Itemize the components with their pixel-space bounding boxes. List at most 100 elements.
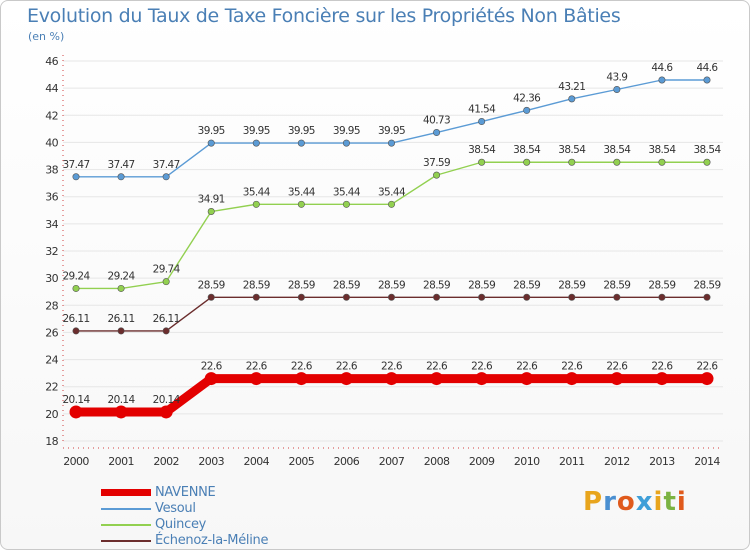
chart-title: Evolution du Taux de Taxe Foncière sur l… (27, 5, 621, 27)
data-point (159, 405, 173, 419)
data-point (204, 372, 218, 386)
data-point (249, 372, 263, 386)
data-label: 39.95 (243, 125, 270, 137)
data-label: 44.6 (651, 62, 673, 74)
data-point (252, 139, 260, 147)
data-point (339, 372, 353, 386)
data-point (162, 173, 170, 181)
data-label: 29.74 (153, 264, 181, 276)
y-tick-label: 24 (45, 354, 58, 367)
data-point (207, 293, 215, 301)
data-point (565, 372, 579, 386)
x-tick-label: 2009 (469, 455, 495, 468)
y-tick-label: 18 (45, 435, 58, 448)
x-tick-label: 2013 (649, 455, 675, 468)
data-point (703, 293, 711, 301)
data-point (658, 76, 666, 84)
legend-swatch-quincey (101, 524, 151, 526)
data-label: 39.95 (333, 125, 360, 137)
data-point (69, 405, 83, 419)
data-label: 42.36 (513, 92, 541, 104)
data-label: 26.11 (62, 313, 89, 325)
data-label: 26.11 (153, 313, 180, 325)
data-point (613, 86, 621, 94)
data-point (162, 327, 170, 335)
data-point (478, 158, 486, 166)
data-label: 35.44 (243, 186, 271, 198)
data-label: 22.6 (471, 361, 493, 373)
y-tick-label: 44 (45, 82, 58, 95)
data-label: 22.6 (201, 361, 223, 373)
y-tick-label: 28 (45, 299, 58, 312)
data-label: 29.24 (108, 270, 136, 282)
x-tick-label: 2014 (694, 455, 720, 468)
legend-label: Échenoz-la-Méline (155, 533, 269, 548)
brand-letter: o (616, 487, 636, 517)
data-label: 28.59 (513, 279, 540, 291)
y-tick-label: 32 (45, 245, 58, 258)
data-point (117, 327, 125, 335)
data-point (430, 372, 444, 386)
data-point (568, 95, 576, 103)
y-tick-label: 46 (45, 55, 58, 68)
y-tick-label: 36 (45, 191, 58, 204)
data-label: 38.54 (468, 144, 496, 156)
data-point (207, 139, 215, 147)
legend-label: NAVENNE (155, 485, 216, 500)
data-point (613, 158, 621, 166)
brand-letter: i (676, 487, 687, 517)
data-label: 37.59 (423, 157, 450, 169)
x-tick-label: 2008 (424, 455, 450, 468)
x-tick-label: 2002 (153, 455, 179, 468)
data-point (703, 76, 711, 84)
data-label: 26.11 (108, 313, 135, 325)
legend-swatch-vesoul (101, 508, 151, 510)
data-label: 28.59 (468, 279, 495, 291)
data-label: 20.14 (62, 394, 90, 406)
data-point (342, 293, 350, 301)
legend-label: Quincey (155, 517, 207, 532)
data-point (207, 208, 215, 216)
data-point (658, 158, 666, 166)
y-tick-label: 30 (45, 272, 58, 285)
legend-swatch-echenoz (101, 540, 151, 542)
data-point (387, 139, 395, 147)
data-point (72, 327, 80, 335)
data-point (72, 173, 80, 181)
x-tick-label: 2004 (243, 455, 269, 468)
data-point (520, 372, 534, 386)
brand-letter: i (653, 487, 664, 517)
data-point (523, 106, 531, 114)
data-point (387, 293, 395, 301)
data-label: 28.59 (558, 279, 585, 291)
data-label: 39.95 (378, 125, 405, 137)
data-point (294, 372, 308, 386)
data-label: 34.91 (198, 194, 225, 206)
data-label: 41.54 (468, 104, 496, 116)
brand-letter: P (583, 487, 604, 517)
data-label: 40.73 (423, 115, 450, 127)
data-point (297, 200, 305, 208)
y-tick-label: 26 (45, 326, 58, 339)
x-tick-label: 2011 (559, 455, 585, 468)
x-tick-label: 2001 (108, 455, 134, 468)
data-label: 28.59 (648, 279, 675, 291)
y-tick-label: 40 (45, 136, 58, 149)
data-label: 20.14 (153, 394, 181, 406)
data-label: 35.44 (288, 186, 316, 198)
data-label: 29.24 (62, 270, 90, 282)
data-point (252, 293, 260, 301)
data-label: 39.95 (288, 125, 315, 137)
data-label: 44.6 (697, 62, 719, 74)
data-point (162, 278, 170, 286)
y-tick-label: 22 (45, 381, 58, 394)
data-point (610, 372, 624, 386)
data-label: 43.9 (606, 72, 627, 84)
data-point (658, 293, 666, 301)
data-label: 38.54 (648, 144, 676, 156)
brand-logo: Proxiti (583, 487, 687, 517)
data-label: 22.6 (336, 361, 358, 373)
x-tick-label: 2005 (289, 455, 315, 468)
data-point (72, 284, 80, 292)
